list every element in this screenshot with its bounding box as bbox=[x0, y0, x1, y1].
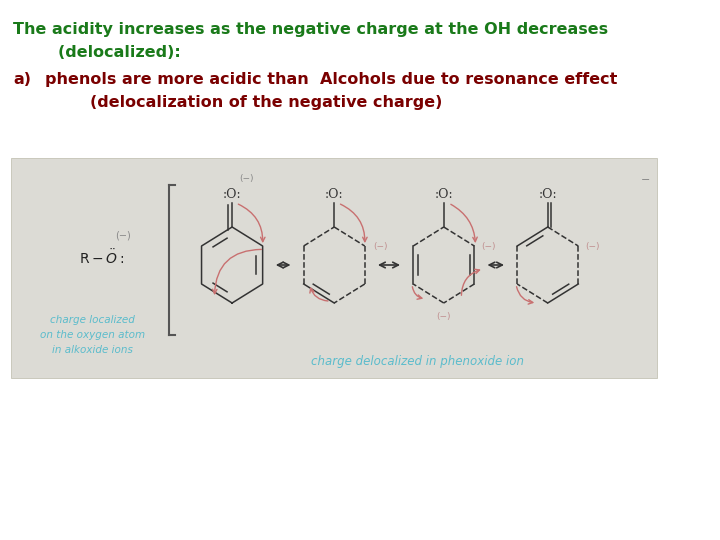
Bar bbox=[11, 158, 657, 378]
Text: a): a) bbox=[13, 72, 31, 87]
Text: :O:: :O: bbox=[434, 188, 453, 201]
Text: charge delocalized in phenoxide ion: charge delocalized in phenoxide ion bbox=[311, 355, 524, 368]
Text: (delocalization of the negative charge): (delocalization of the negative charge) bbox=[45, 95, 442, 110]
Text: charge localized: charge localized bbox=[50, 315, 135, 325]
Text: :O:: :O: bbox=[539, 188, 557, 201]
Text: (−): (−) bbox=[240, 174, 254, 184]
Text: −: − bbox=[641, 175, 650, 185]
Text: $\mathrm{R}-\ddot{O}:$: $\mathrm{R}-\ddot{O}:$ bbox=[79, 248, 125, 267]
Text: The acidity increases as the negative charge at the OH decreases: The acidity increases as the negative ch… bbox=[13, 22, 608, 37]
Text: :O:: :O: bbox=[222, 188, 241, 201]
Text: (−): (−) bbox=[114, 231, 130, 241]
Text: (−): (−) bbox=[585, 242, 600, 252]
Text: (−): (−) bbox=[374, 242, 388, 252]
Text: (−): (−) bbox=[481, 242, 495, 252]
Text: on the oxygen atom: on the oxygen atom bbox=[40, 330, 145, 340]
Text: (−): (−) bbox=[436, 313, 451, 321]
Text: :O:: :O: bbox=[325, 188, 343, 201]
Text: in alkoxide ions: in alkoxide ions bbox=[53, 345, 133, 355]
Text: (delocalized):: (delocalized): bbox=[13, 45, 181, 60]
Text: phenols are more acidic than  Alcohols due to resonance effect: phenols are more acidic than Alcohols du… bbox=[45, 72, 617, 87]
